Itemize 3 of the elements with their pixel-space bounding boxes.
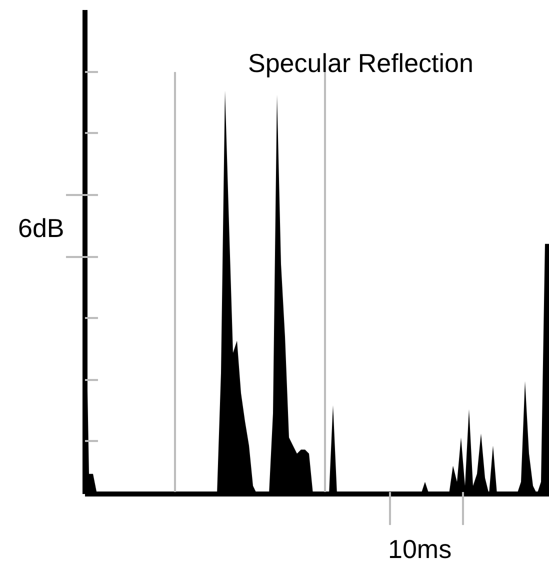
x-axis-title: 10ms (388, 534, 452, 565)
y-axis-title: 6dB (18, 213, 64, 244)
chart-title: Specular Reflection (248, 48, 474, 79)
